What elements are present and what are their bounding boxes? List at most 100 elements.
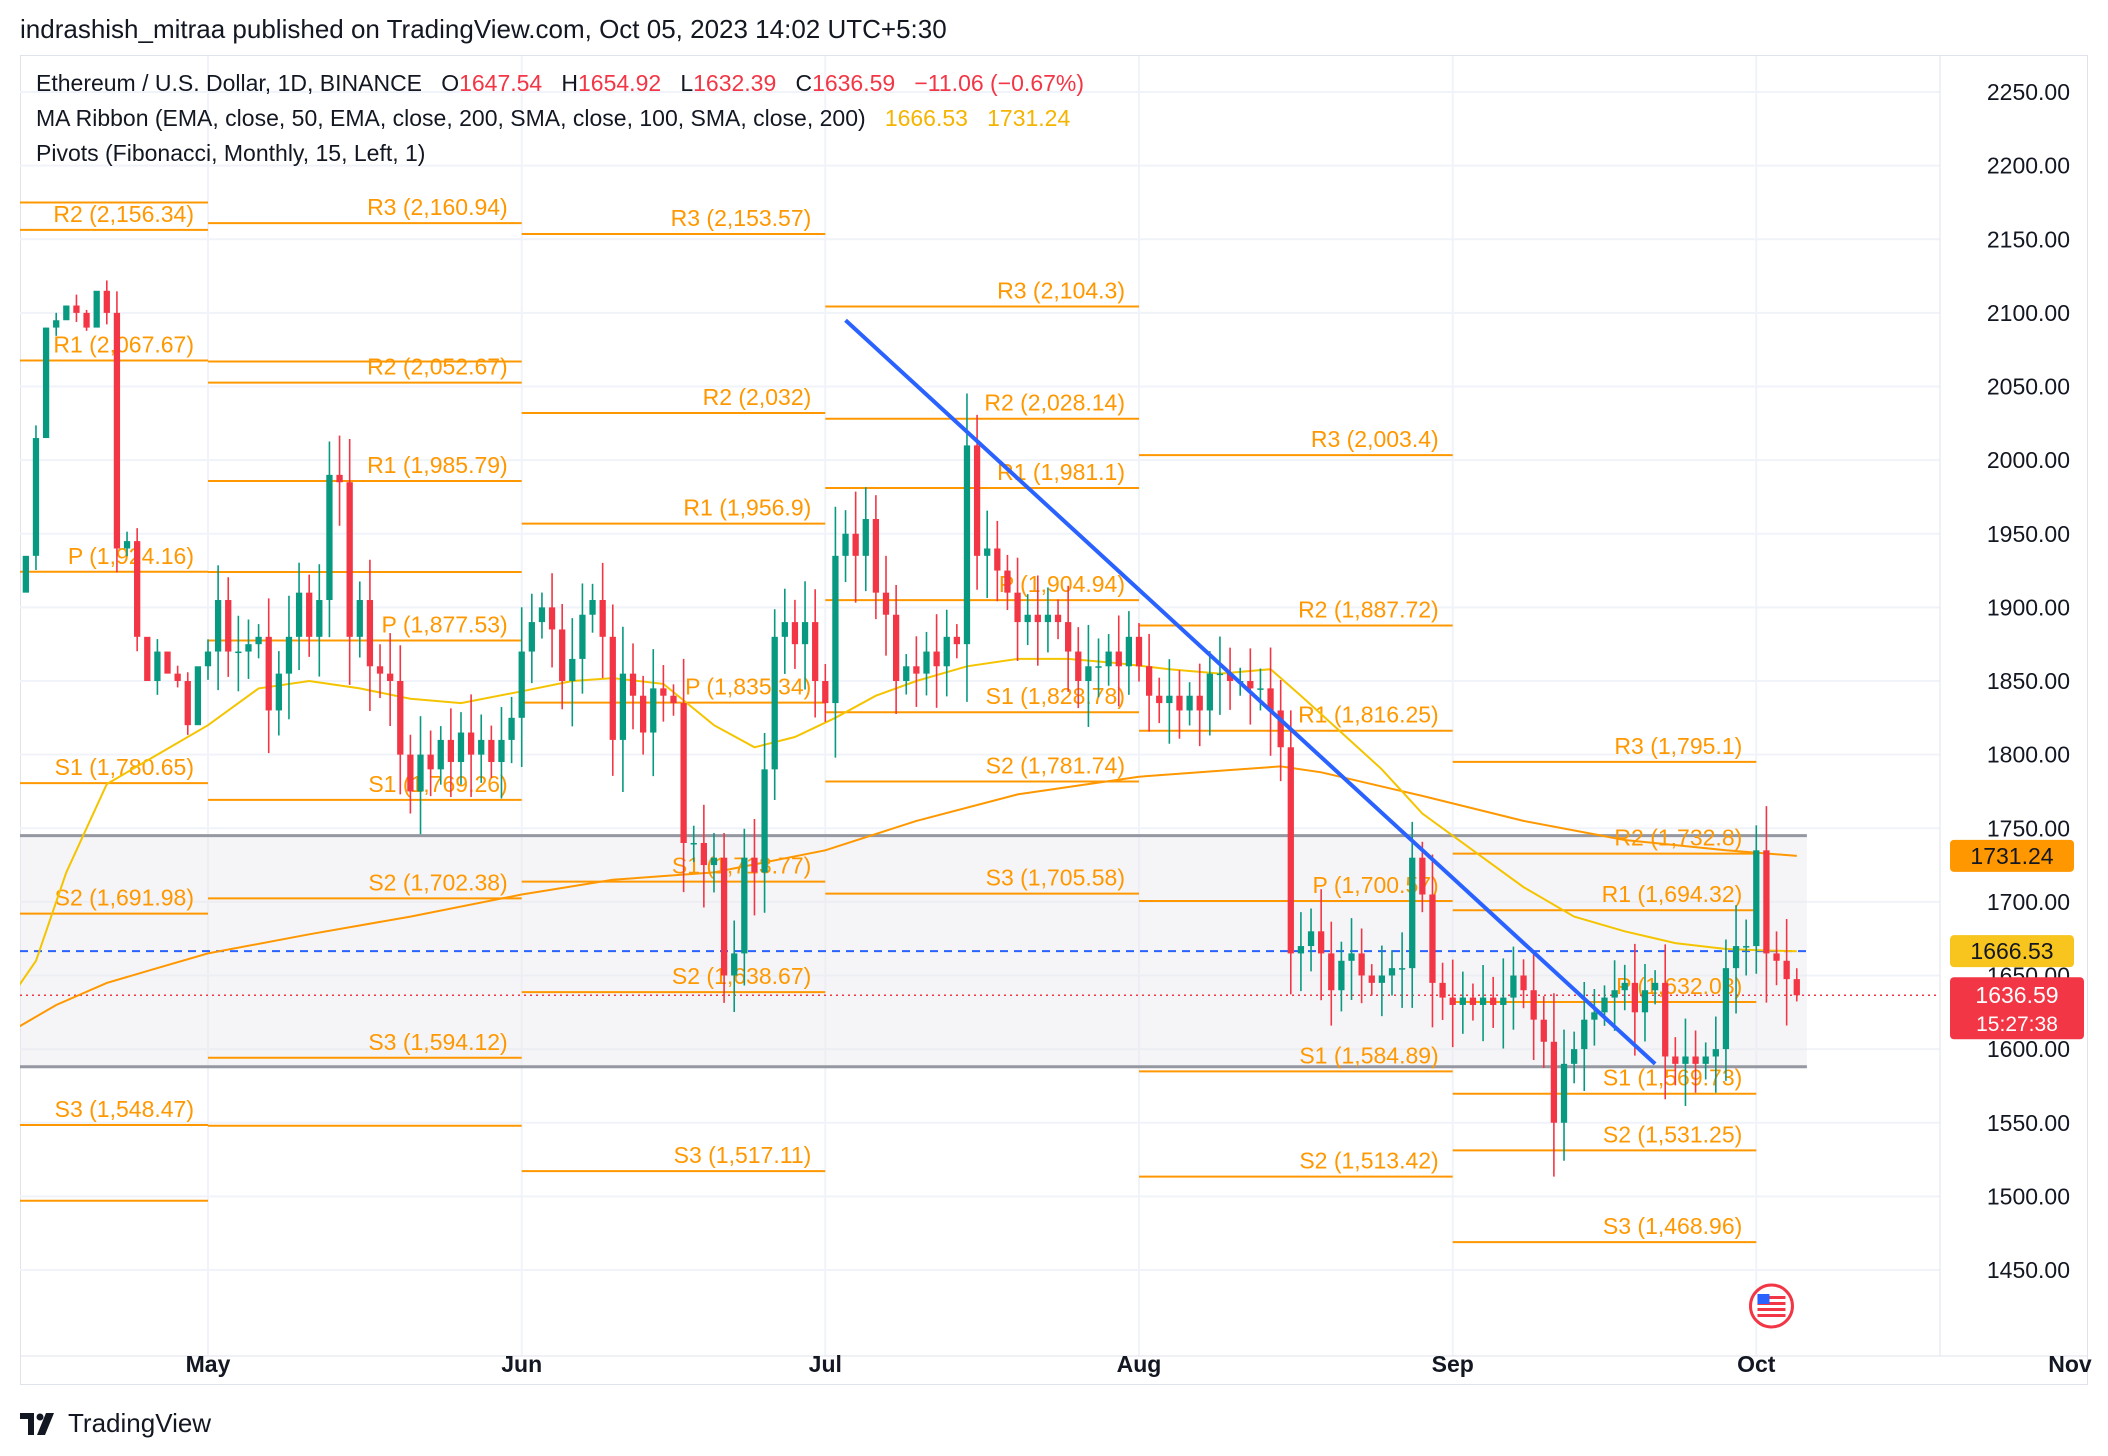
pivot-label: S3 (1,705.58) — [986, 865, 1125, 891]
candle-body — [710, 857, 718, 866]
price-tick-label: 1850.00 — [1987, 668, 2070, 694]
price-tick-label: 1800.00 — [1987, 742, 2070, 768]
candle-body — [508, 717, 515, 740]
candle-body — [407, 754, 414, 792]
ma-value-1: 1666.53 — [884, 105, 968, 131]
candle-body — [1490, 997, 1497, 1005]
candle-body — [1773, 953, 1780, 961]
pivot-label: S1 (1,569.73) — [1603, 1065, 1742, 1091]
candle-body — [376, 666, 384, 674]
candle-body — [1520, 975, 1527, 991]
candle-body — [822, 681, 829, 704]
candle-body — [559, 629, 566, 681]
legend-pivots[interactable]: Pivots (Fibonacci, Monthly, 15, Left, 1) — [36, 140, 425, 167]
candle-body — [1044, 614, 1052, 623]
price-tick-label: 1750.00 — [1987, 815, 2070, 841]
candle-body — [1763, 850, 1770, 954]
pivot-label: S1 (1,769.26) — [368, 771, 507, 797]
pivot-label: R2 (2,156.34) — [53, 201, 194, 227]
candle-body — [73, 305, 80, 313]
candle-body — [1014, 592, 1021, 623]
candle-body — [356, 600, 363, 637]
pivot-label: S2 (1,702.38) — [368, 869, 507, 895]
candle-body — [346, 482, 353, 637]
candle-body — [518, 651, 525, 718]
candle-body — [214, 600, 222, 652]
pivot-label: R1 (1,985.79) — [367, 452, 508, 478]
pivot-label: R3 (2,003.4) — [1311, 426, 1439, 452]
candle-body — [1500, 997, 1507, 1005]
ma-ribbon-title: MA Ribbon (EMA, close, 50, EMA, close, 2… — [36, 105, 866, 131]
candle-body — [943, 636, 950, 667]
time-tick-label: Jun — [501, 1351, 542, 1377]
candle-body — [1328, 953, 1335, 991]
flag-stripe — [1757, 1314, 1786, 1317]
candle-body — [1307, 931, 1315, 947]
candle-body — [1459, 997, 1466, 1005]
candle-body — [862, 519, 869, 556]
price-tick-label: 1900.00 — [1987, 594, 2070, 620]
candle-body — [1004, 570, 1011, 593]
candle-body — [1156, 695, 1163, 704]
candle-body — [1135, 636, 1143, 667]
legend-c-label: C — [795, 70, 813, 96]
candle-body — [1065, 622, 1072, 652]
candle-body — [204, 651, 212, 667]
candle-body — [134, 541, 141, 637]
candle-body — [903, 666, 910, 681]
pivot-label: P (1,700.57) — [1313, 872, 1439, 898]
candle-body — [1338, 960, 1345, 991]
price-tick-label: 1550.00 — [1987, 1110, 2070, 1136]
candle-body — [316, 600, 323, 637]
pivot-label: S2 (1,513.42) — [1299, 1148, 1438, 1174]
candle-body — [63, 305, 70, 321]
candle-body — [619, 673, 627, 740]
candle-body — [589, 600, 596, 615]
candle-body — [2, 644, 8, 659]
time-tick-label: Oct — [1737, 1351, 1776, 1377]
legend-l-label: L — [680, 70, 694, 96]
candle-body — [447, 739, 455, 762]
candle-body — [1530, 990, 1537, 1020]
pivot-label: R1 (2,067.67) — [53, 331, 194, 357]
tradingview-logo[interactable]: TradingView — [20, 1408, 211, 1439]
candle-body — [579, 614, 586, 659]
candle-body — [1358, 953, 1365, 976]
pivot-label: R3 (2,104.3) — [997, 278, 1125, 304]
candle-body — [1662, 982, 1669, 1057]
candle-body — [1206, 673, 1213, 711]
candle-body — [417, 754, 424, 792]
candle-body — [1348, 953, 1355, 961]
candle-body — [1621, 982, 1628, 991]
candle-body — [1388, 968, 1396, 976]
candle-body — [478, 739, 485, 755]
candle-body — [144, 636, 151, 681]
candle-body — [1672, 1056, 1679, 1064]
price-tick-label: 2200.00 — [1987, 153, 2070, 179]
candle-body — [1216, 673, 1224, 676]
candle-body — [154, 651, 161, 681]
candle-body — [13, 593, 19, 645]
pivots-title: Pivots (Fibonacci, Monthly, 15, Left, 1) — [36, 140, 426, 166]
candle-body — [427, 754, 434, 770]
candle-body — [1510, 975, 1517, 998]
ma-price-badge-text: 1666.53 — [1970, 938, 2053, 964]
price-tick-label: 1950.00 — [1987, 521, 2070, 547]
pivot-label: S1 (1,828.78) — [986, 683, 1125, 709]
price-tick-label: 1500.00 — [1987, 1183, 2070, 1209]
candle-body — [1075, 651, 1082, 681]
price-tick-label: 1450.00 — [1987, 1257, 2070, 1283]
candle-body — [872, 519, 880, 593]
candle-body — [1702, 1056, 1709, 1064]
candle-body — [245, 644, 252, 652]
legend-ma-ribbon[interactable]: MA Ribbon (EMA, close, 50, EMA, close, 2… — [36, 105, 1070, 132]
legend-h-value: 1654.92 — [578, 70, 662, 96]
candle-body — [953, 636, 960, 645]
pivot-label: R1 (1,981.1) — [997, 459, 1125, 485]
candle-body — [761, 769, 768, 873]
candle-body — [1105, 651, 1112, 667]
candle-body — [1743, 946, 1750, 948]
candle-body — [1439, 982, 1446, 998]
candle-body — [1176, 695, 1183, 711]
